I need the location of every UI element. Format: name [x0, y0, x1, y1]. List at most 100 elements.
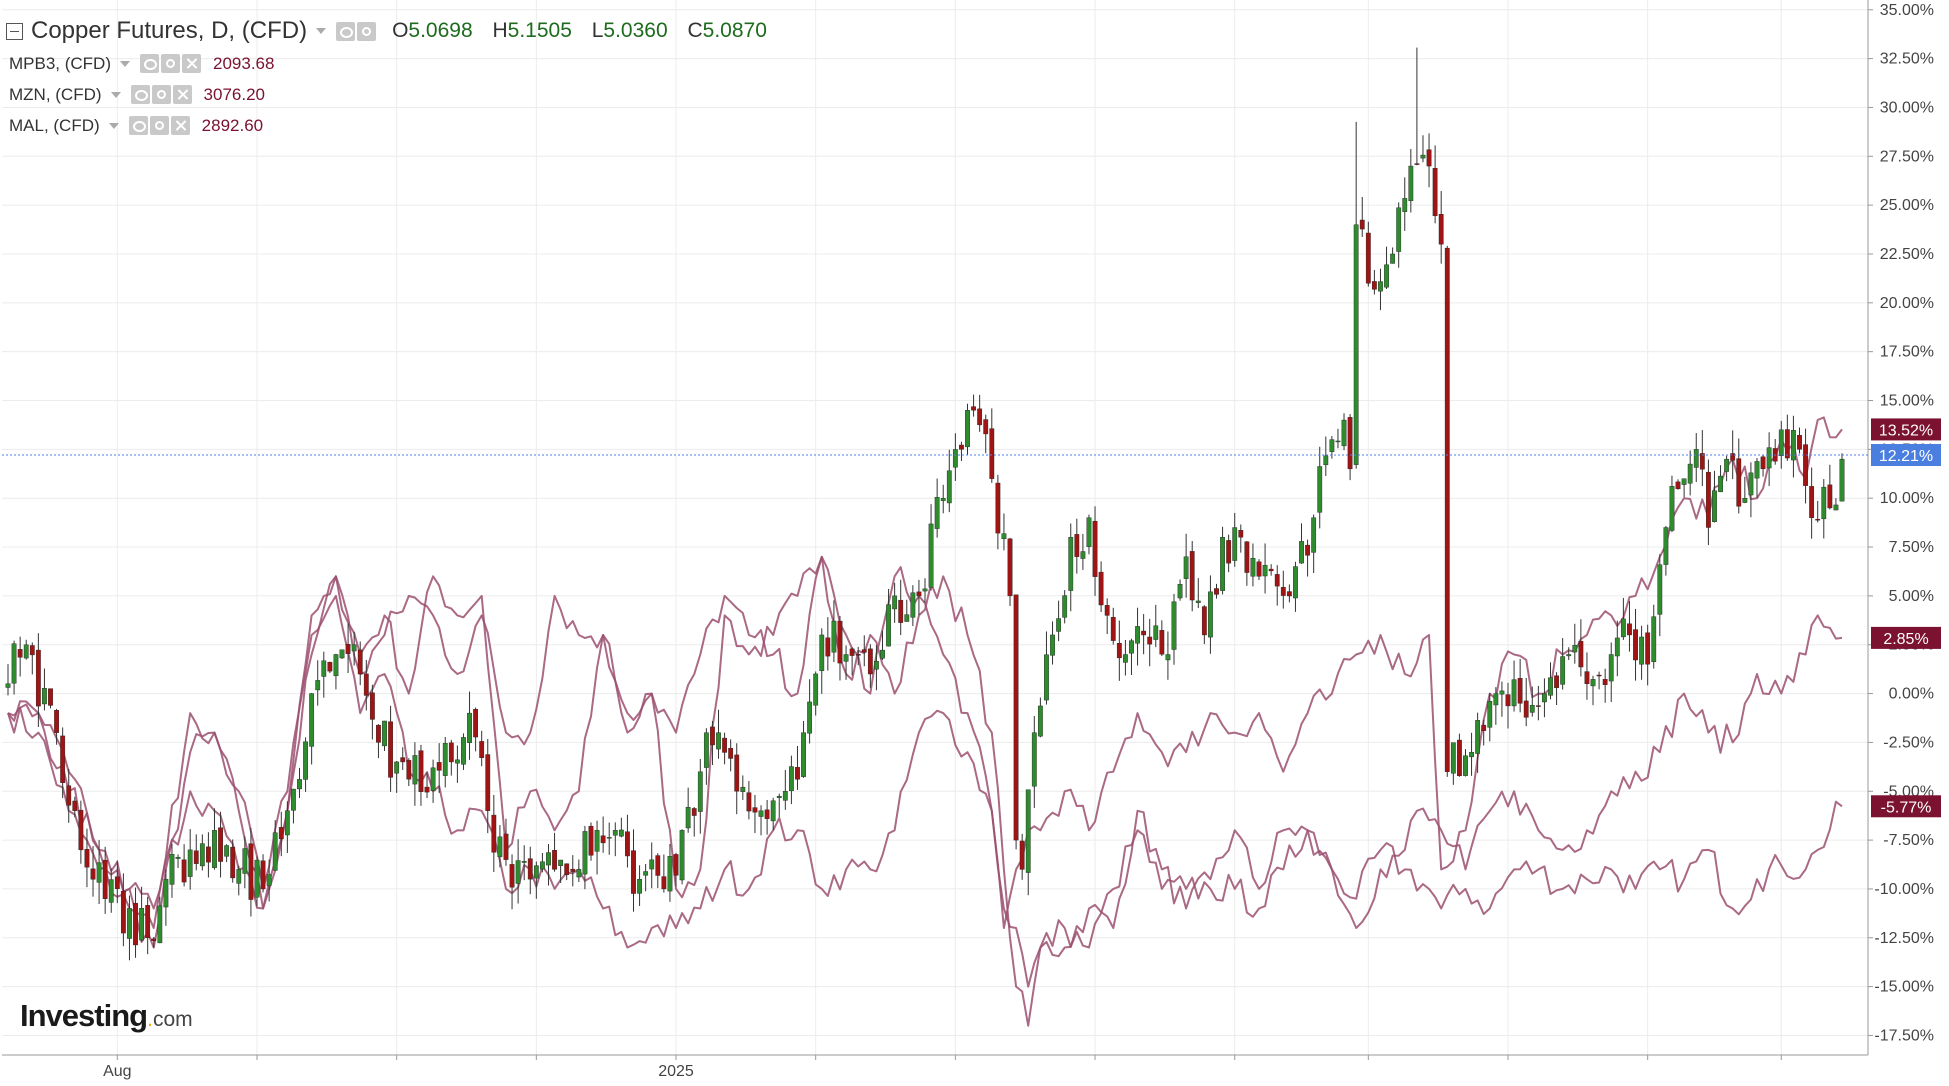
candle-body	[1675, 481, 1681, 490]
candle-body	[1548, 677, 1553, 696]
candle-body	[1730, 453, 1736, 461]
candle-body	[1025, 789, 1031, 873]
eye-icon[interactable]	[128, 116, 148, 135]
candle-body	[1068, 537, 1074, 591]
close-icon[interactable]	[172, 85, 192, 104]
candle-body	[533, 865, 539, 879]
legend-symbol[interactable]: MZN, (CFD)	[9, 84, 102, 104]
candle-body	[388, 721, 393, 778]
logo-brand: Investing	[20, 998, 148, 1033]
candle-body	[321, 660, 327, 677]
candle-body	[697, 771, 703, 812]
close-icon[interactable]	[170, 116, 190, 135]
candle-body	[576, 869, 582, 878]
candle-body	[637, 878, 642, 894]
candle-body	[339, 649, 345, 659]
legend-symbol[interactable]: MAL, (CFD)	[9, 115, 100, 135]
candle-body	[1256, 561, 1262, 577]
candle-body	[503, 833, 509, 860]
candle-body	[1062, 595, 1068, 618]
candle-body	[965, 410, 970, 448]
candle-body	[1572, 645, 1578, 653]
candle-body	[212, 830, 217, 868]
chevron-down-icon[interactable]	[108, 122, 119, 129]
candle-body	[1232, 527, 1238, 561]
y-tick-label: 27.50%	[1880, 148, 1934, 165]
candle-body	[1687, 463, 1693, 484]
candle-body	[1602, 679, 1608, 685]
candle-body	[272, 832, 278, 871]
candle-body	[770, 800, 776, 822]
candle-body	[807, 701, 813, 734]
candle-body	[5, 683, 11, 688]
x-tick-label: Aug	[103, 1063, 131, 1080]
candle-body	[1286, 591, 1292, 597]
candle-body	[1505, 694, 1511, 707]
candle-body	[1542, 693, 1547, 703]
candle-body	[515, 860, 521, 884]
candle-body	[728, 747, 734, 759]
chevron-down-icon[interactable]	[316, 28, 327, 34]
close-icon[interactable]	[182, 54, 201, 73]
candle-body	[1165, 654, 1171, 661]
eye-icon[interactable]	[130, 85, 150, 104]
candle-body	[552, 850, 557, 870]
chevron-down-icon[interactable]	[120, 60, 130, 67]
candle-body	[1080, 551, 1086, 559]
candle-body	[1523, 700, 1529, 718]
open-value: 5.0698	[408, 19, 473, 42]
y-tick-label: 5.00%	[1889, 588, 1934, 605]
gear-icon[interactable]	[161, 54, 180, 73]
candle-body	[224, 845, 230, 857]
candle-body	[880, 649, 885, 659]
eye-icon[interactable]	[336, 21, 356, 41]
collapse-toggle-icon[interactable]	[6, 22, 23, 40]
gear-icon[interactable]	[149, 116, 169, 135]
candle-body	[406, 760, 412, 780]
candle-body	[175, 856, 181, 859]
candle-body	[782, 791, 788, 801]
price-badge-label: -5.77%	[1881, 799, 1932, 816]
price-badge-label: 13.52%	[1879, 422, 1933, 439]
candle-body	[904, 614, 910, 622]
candle-body	[382, 720, 387, 747]
gear-icon[interactable]	[357, 21, 377, 41]
legend-value: 2093.68	[213, 53, 275, 73]
candle-body	[710, 726, 715, 746]
candle-body	[1620, 618, 1626, 638]
candle-body	[1529, 705, 1535, 713]
chevron-down-icon[interactable]	[110, 91, 121, 98]
gear-icon[interactable]	[151, 85, 171, 104]
candle-body	[825, 637, 831, 657]
candle-body	[394, 761, 400, 774]
candle-body	[946, 470, 952, 504]
instrument-title[interactable]: Copper Futures, D, (CFD)	[31, 17, 308, 44]
candle-body	[376, 724, 381, 743]
high-key: H	[492, 19, 508, 42]
candle-body	[855, 654, 861, 656]
candle-body	[1432, 168, 1438, 217]
candle-body	[1791, 430, 1796, 461]
candle-body	[1833, 504, 1839, 511]
candle-body	[1420, 154, 1426, 159]
candle-body	[788, 766, 794, 792]
candle-body	[716, 732, 721, 750]
candle-body	[72, 800, 78, 811]
eye-icon[interactable]	[140, 54, 159, 73]
candle-body	[1469, 751, 1474, 758]
candle-body	[1371, 281, 1377, 290]
series-line	[7, 555, 1843, 1027]
candle-body	[151, 938, 157, 941]
candle-body	[1110, 617, 1116, 641]
legend-symbol[interactable]: MPB3, (CFD)	[9, 53, 111, 73]
candle-body	[260, 860, 266, 890]
candle-body	[1408, 165, 1414, 202]
candle-body	[1438, 214, 1444, 245]
candle-body	[48, 688, 53, 706]
candle-body	[831, 620, 837, 653]
candle-body	[594, 830, 600, 852]
candle-body	[1129, 640, 1134, 654]
candle-body	[181, 859, 187, 883]
candle-body	[163, 878, 169, 908]
